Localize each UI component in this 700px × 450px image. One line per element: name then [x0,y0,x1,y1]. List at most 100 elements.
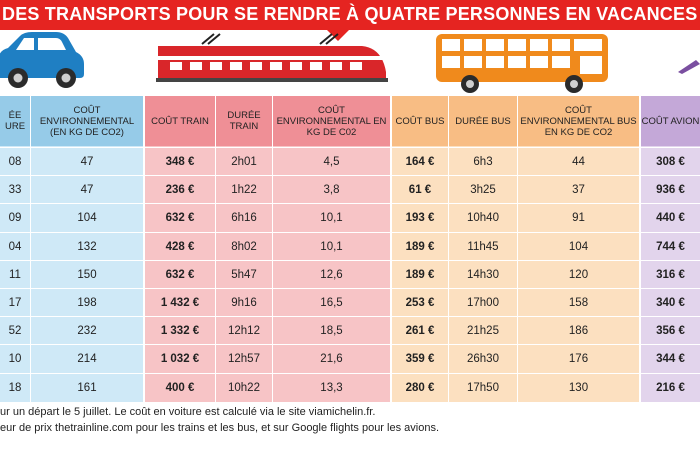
cell-train-cost: 1 332 € [160,325,200,338]
header-bus-env: COÛT ENVIRONNEMENTAL BUS EN KG DE CO2 [518,96,639,146]
cell-bus-env: 176 [568,353,589,366]
banner-title: DES TRANSPORTS POUR SE RENDRE À QUATRE P… [2,4,698,24]
table-row: 17 198 1 432 € 9h16 16,5 253 € 17h00 158 340 € [0,289,700,317]
cell-plane-cost: 308 € [656,156,685,168]
row-divider [0,372,700,374]
cell-bus-env: 186 [568,325,589,338]
table-row: 09 104 632 € 6h16 10,1 193 € 10h40 91 440 € [0,204,700,232]
cell-car-duration: 11 [9,268,21,281]
cell-train-env: 10,1 [320,240,343,253]
cell-train-cost: 428 € [165,240,195,253]
cell-car-duration: 10 [8,353,22,366]
cell-car-duration: 33 [8,184,22,197]
cell-car-env: 132 [77,240,97,253]
cell-train-env: 4,5 [323,156,340,168]
cell-bus-duration: 10h40 [467,212,499,225]
title-banner: DES TRANSPORTS POUR SE RENDRE À QUATRE P… [0,0,700,30]
cell-bus-duration: 26h30 [467,353,499,366]
cell-bus-cost: 261 € [405,325,435,338]
column-divider [272,96,273,402]
cell-train-env: 3,8 [323,184,340,197]
column-divider [517,96,518,402]
cell-plane-cost: 316 € [656,268,685,281]
header-bus-duration: DURÉE BUS [449,96,517,146]
row-divider [0,175,700,177]
cell-car-duration: 52 [8,325,22,338]
column-divider [30,96,31,402]
plane-icon [678,60,700,74]
cell-train-duration: 6h16 [231,212,257,225]
cell-train-cost: 1 432 € [160,297,200,309]
header-plane-cost: COÛT AVION [641,96,700,146]
table-row: 18 161 400 € 10h22 13,3 280 € 17h50 130 216 € [0,374,700,402]
column-divider [215,96,216,402]
cell-bus-duration: 3h25 [470,184,496,197]
cell-car-env: 47 [80,156,94,168]
cell-train-cost: 632 € [165,212,195,225]
header-car-duration: ÉE URE [0,96,30,146]
table-row: 52 232 1 332 € 12h12 18,5 261 € 21h25 186 356 € [0,317,700,345]
cell-plane-cost: 744 € [656,240,685,253]
cell-bus-env: 120 [568,268,589,281]
footnote-line-1: ur un départ le 5 juillet. Le coût en vo… [0,406,376,418]
row-divider [0,288,700,289]
header-train-duration: DURÉE TRAIN [216,96,272,146]
cell-train-cost: 348 € [165,156,195,168]
cell-bus-duration: 11h45 [467,240,499,253]
cell-train-duration: 9h16 [231,297,257,309]
cell-bus-env: 104 [568,240,589,253]
cell-train-duration: 12h57 [228,353,260,366]
cell-plane-cost: 356 € [656,325,685,338]
footnote-line-2: eur de prix thetrainline.com pour les tr… [0,422,440,434]
cell-car-env: 47 [80,184,94,197]
header-bus-cost: COÛT BUS [392,96,448,146]
cell-bus-duration: 14h30 [467,268,499,281]
table-row: 08 47 348 € 2h01 4,5 164 € 6h3 44 308 € [0,148,700,176]
cell-train-env: 18,5 [320,325,343,338]
train-icon [156,33,388,82]
cell-car-duration: 18 [8,381,22,394]
cell-plane-cost: 216 € [656,381,685,394]
cell-plane-cost: 340 € [656,297,685,309]
cell-bus-cost: 164 € [405,156,435,168]
header-train-env: COÛT ENVIRONNEMENTAL EN KG DE C02 [273,96,390,146]
header-car-env: COÛT ENVIRONNEMENTAL (EN KG DE CO2) [31,96,143,146]
cell-plane-cost: 440 € [656,212,685,225]
cell-bus-duration: 6h3 [473,156,493,168]
bus-icon [436,34,608,93]
cell-plane-cost: 344 € [656,353,685,366]
cell-bus-cost: 280 € [405,381,435,394]
cell-train-duration: 12h12 [228,325,260,338]
cell-car-env: 104 [77,212,97,225]
cell-bus-env: 37 [572,184,585,197]
cell-bus-cost: 189 € [405,240,435,253]
cell-plane-cost: 936 € [656,184,685,197]
cell-train-env: 16,5 [320,297,343,309]
cell-bus-duration: 17h50 [467,381,499,394]
row-divider [0,344,700,346]
row-divider [0,316,700,318]
cell-car-env: 232 [77,325,97,338]
cell-car-env: 198 [77,297,97,309]
car-icon [0,32,84,88]
cell-bus-env: 44 [572,156,585,168]
cell-bus-duration: 21h25 [467,325,499,338]
column-divider [448,96,449,402]
cell-bus-env: 91 [572,212,585,225]
cell-car-duration: 17 [8,297,22,309]
cell-car-duration: 09 [8,212,22,225]
row-divider [0,203,700,205]
cell-bus-env: 130 [568,381,589,394]
table-row: 04 132 428 € 8h02 10,1 189 € 11h45 104 744 € [0,233,700,261]
cell-bus-duration: 17h00 [467,297,499,309]
cell-train-env: 13,3 [320,381,343,394]
row-divider [0,259,700,261]
row-divider [0,231,700,233]
cell-car-duration: 08 [8,156,22,168]
cell-train-duration: 1h22 [231,184,257,197]
cell-car-env: 214 [77,353,97,366]
cell-train-duration: 2h01 [231,156,257,168]
cell-bus-env: 158 [568,297,589,309]
cell-car-env: 150 [77,268,97,281]
cell-bus-cost: 61 € [408,184,432,197]
